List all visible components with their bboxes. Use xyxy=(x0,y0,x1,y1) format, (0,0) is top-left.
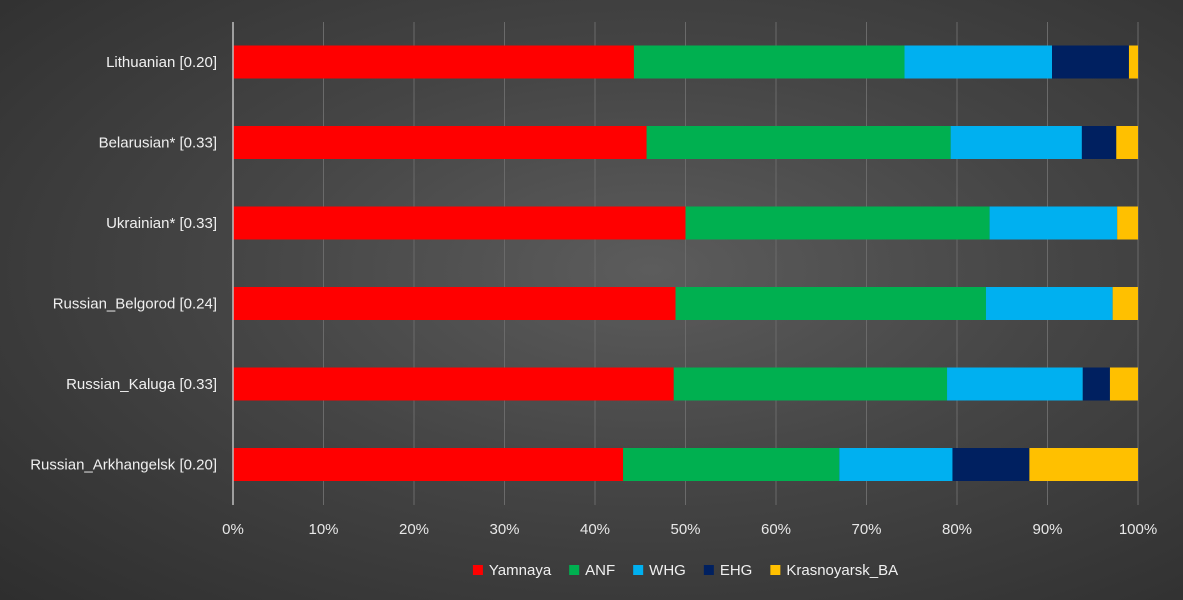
legend-swatch-yamnaya xyxy=(472,565,483,575)
bar-segment-anf xyxy=(646,126,951,159)
legend-swatch-anf xyxy=(569,565,580,575)
bar-segment-anf xyxy=(623,448,840,481)
x-tick-labels: 0% 10% 20% 30% 40% 50% 60% 70% 80% 90% 100% xyxy=(222,521,1157,538)
bar-segment-whg xyxy=(839,448,953,481)
category-label: Ukrainian* [0.33] xyxy=(106,215,217,232)
x-tick-label: 40% xyxy=(580,521,610,538)
category-labels: Lithuanian [0.20] Belarusian* [0.33] Ukrai… xyxy=(30,54,217,474)
bar-segment-krasnoyarsk-ba xyxy=(1109,367,1138,401)
legend-label-yamnaya: Yamnaya xyxy=(489,562,552,579)
bar-segment-yamnaya xyxy=(233,367,674,401)
x-tick-label: 50% xyxy=(670,521,700,538)
category-label: Russian_Belgorod [0.24] xyxy=(53,296,217,313)
x-tick-label: 30% xyxy=(489,521,519,538)
x-tick-label: 70% xyxy=(851,521,881,538)
legend-swatch-ehg xyxy=(703,565,714,575)
bar-segment-krasnoyarsk-ba xyxy=(1117,206,1138,240)
x-tick-label: 60% xyxy=(761,521,791,538)
bar-segment-whg xyxy=(985,287,1113,320)
x-tick-label: 10% xyxy=(308,521,338,538)
bar-segment-yamnaya xyxy=(233,45,634,79)
bar-segment-yamnaya xyxy=(233,448,624,481)
category-label: Russian_Kaluga [0.33] xyxy=(66,376,217,393)
legend-swatch-whg xyxy=(633,565,644,575)
bar-segment-whg xyxy=(950,126,1082,159)
bar-segment-ehg xyxy=(1082,367,1110,401)
x-tick-label: 100% xyxy=(1119,521,1157,538)
legend-label-whg: WHG xyxy=(649,562,686,579)
bar-segment-ehg xyxy=(1081,126,1117,159)
bar-segment-yamnaya xyxy=(233,126,647,159)
bar-segment-ehg xyxy=(1052,45,1129,79)
bar-segment-anf xyxy=(673,367,948,401)
bar-segment-krasnoyarsk-ba xyxy=(1112,287,1138,320)
category-label: Russian_Arkhangelsk [0.20] xyxy=(30,457,217,474)
bar-segment-yamnaya xyxy=(233,206,686,240)
x-tick-label: 90% xyxy=(1032,521,1062,538)
category-label: Belarusian* [0.33] xyxy=(99,135,217,152)
x-tick-label: 80% xyxy=(942,521,972,538)
gridlines xyxy=(323,22,1139,505)
bar-segment-anf xyxy=(633,45,905,79)
bar-segment-ehg xyxy=(952,448,1030,481)
legend-label-ehg: EHG xyxy=(720,562,753,579)
x-tick-label: 20% xyxy=(399,521,429,538)
bar-segment-krasnoyarsk-ba xyxy=(1128,45,1138,79)
legend-label-krasnoyarsk-ba: Krasnoyarsk_BA xyxy=(786,562,898,579)
bar-segment-anf xyxy=(685,206,990,240)
x-tick-label: 0% xyxy=(222,521,244,538)
bar-segment-whg xyxy=(989,206,1118,240)
legend-swatch-krasnoyarsk-ba xyxy=(770,565,781,575)
bars xyxy=(233,45,1138,481)
legend: Yamnaya ANF WHG EHG Krasnoyarsk_BA xyxy=(472,562,898,579)
bar-segment-anf xyxy=(675,287,986,320)
bar-segment-krasnoyarsk-ba xyxy=(1116,126,1138,159)
bar-segment-whg xyxy=(947,367,1083,401)
category-label: Lithuanian [0.20] xyxy=(106,54,217,71)
bar-segment-yamnaya xyxy=(233,287,676,320)
bar-segment-krasnoyarsk-ba xyxy=(1029,448,1138,481)
bar-segment-whg xyxy=(904,45,1053,79)
legend-label-anf: ANF xyxy=(585,562,615,579)
